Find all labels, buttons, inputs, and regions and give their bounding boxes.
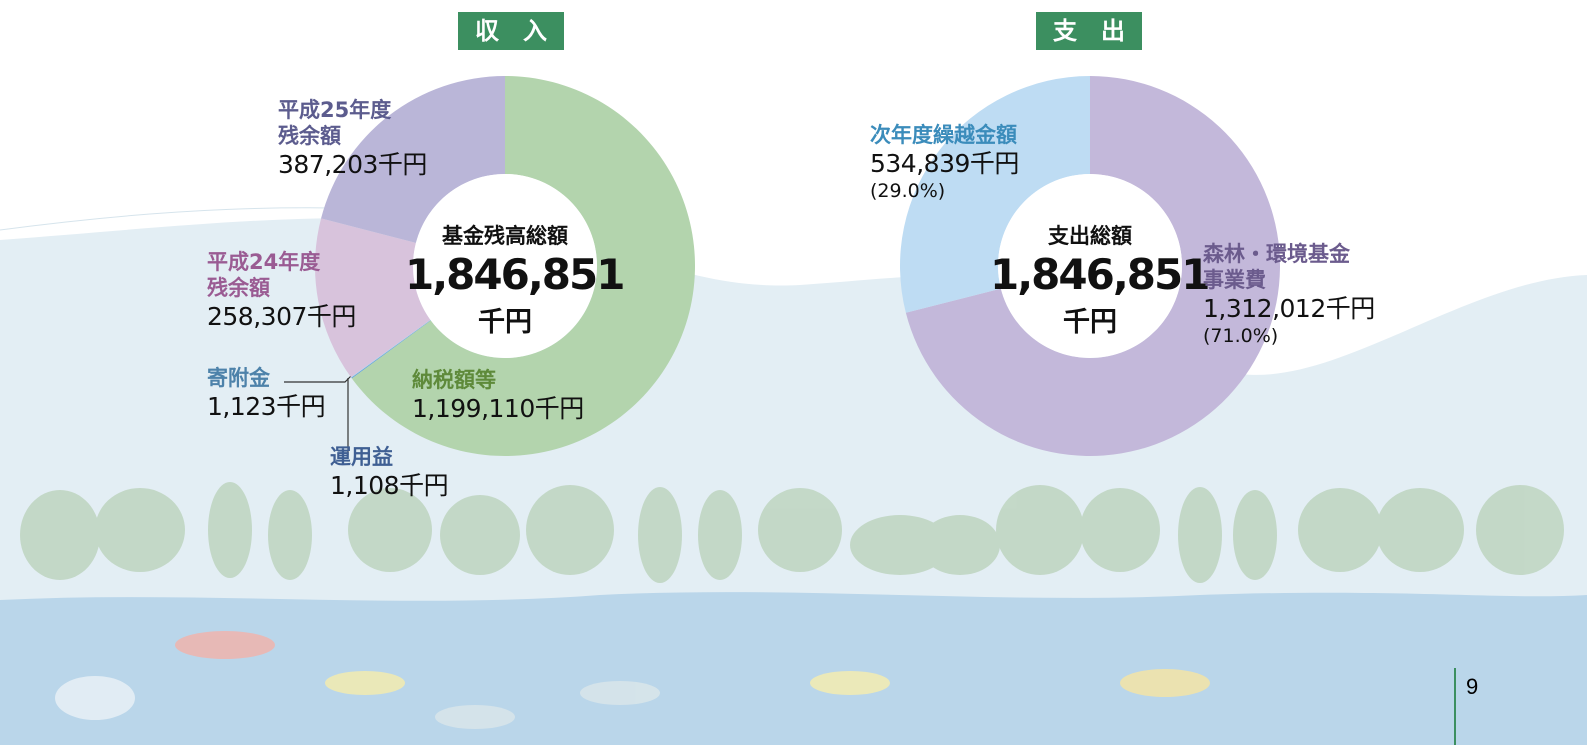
category-label: 納税額等 [412, 367, 584, 393]
total-value: 1,846,851 [405, 250, 605, 300]
value-label: 534,839千円 [870, 148, 1019, 180]
chart-title: 支 出 [1036, 12, 1142, 50]
percent-label: (71.0%) [1203, 325, 1375, 347]
total-unit: 千円 [990, 300, 1190, 339]
total-value: 1,846,851 [990, 250, 1190, 300]
percent-label: (29.0%) [870, 180, 1019, 202]
page-number: 9 [1466, 674, 1478, 699]
value-label: 1,199,110千円 [412, 393, 584, 425]
value-label: 387,203千円 [278, 149, 427, 181]
value-label: 258,307千円 [207, 301, 356, 333]
category-label: 平成24年度 残余額 [207, 249, 356, 301]
chart-title: 収 入 [458, 12, 564, 50]
category-label: 次年度繰越金額 [870, 122, 1019, 148]
category-label: 運用益 [330, 444, 448, 470]
center-title: 支出総額 [990, 220, 1190, 250]
category-label: 寄附金 [207, 365, 325, 391]
value-label: 1,312,012千円 [1203, 293, 1375, 325]
category-label: 平成25年度 残余額 [278, 97, 427, 149]
category-label: 森林・環境基金 事業費 [1203, 241, 1375, 293]
value-label: 1,123千円 [207, 391, 325, 423]
total-unit: 千円 [405, 300, 605, 339]
center-title: 基金残高総額 [405, 220, 605, 250]
value-label: 1,108千円 [330, 470, 448, 502]
page: 9 収 入基金残高総額1,846,851千円納税額等1,199,110千円運用益… [0, 0, 1587, 745]
